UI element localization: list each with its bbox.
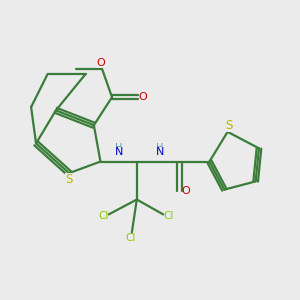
Text: O: O — [138, 92, 147, 102]
Text: N: N — [114, 147, 123, 157]
Text: N: N — [156, 147, 164, 157]
Text: Cl: Cl — [163, 211, 173, 221]
Text: S: S — [65, 172, 73, 186]
Text: Cl: Cl — [99, 211, 109, 221]
Text: H: H — [156, 143, 164, 153]
Text: H: H — [115, 143, 122, 153]
Text: Cl: Cl — [125, 232, 135, 242]
Text: S: S — [226, 119, 233, 132]
Text: O: O — [181, 186, 190, 196]
Text: O: O — [96, 58, 105, 68]
